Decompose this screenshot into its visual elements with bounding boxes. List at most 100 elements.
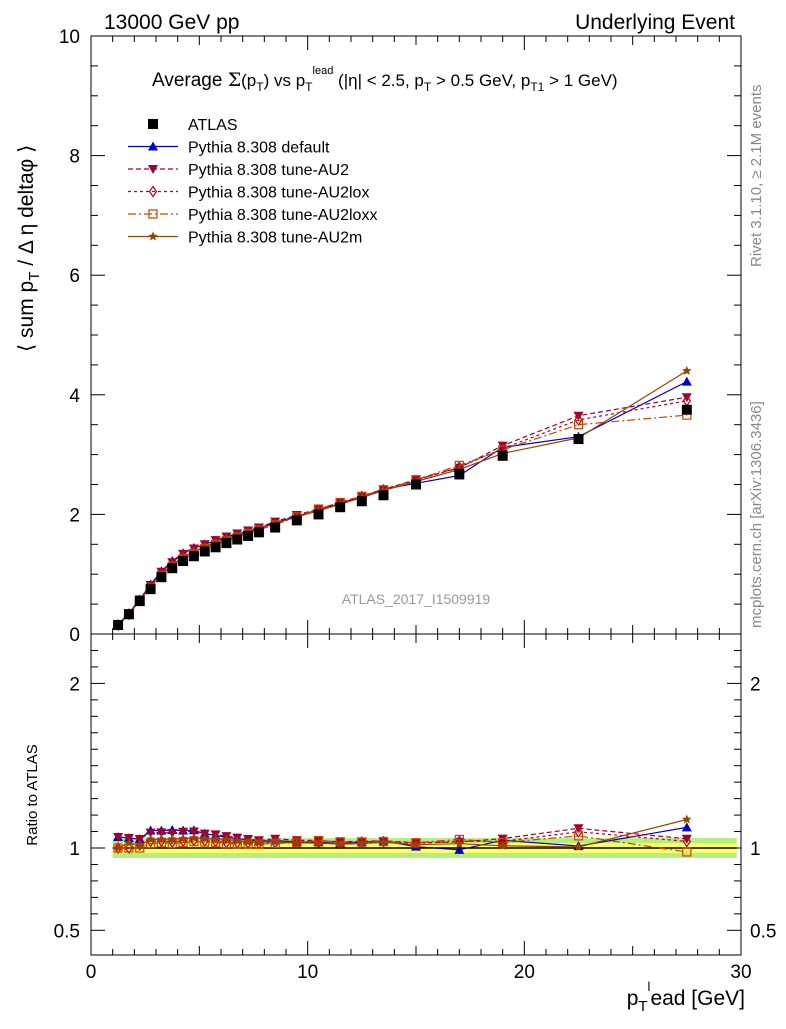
ratio-point <box>145 828 156 838</box>
data-point <box>134 596 145 607</box>
ratio-frame <box>90 633 742 956</box>
series-line <box>117 381 688 625</box>
ratio-point <box>243 836 253 847</box>
main-y-tick-label: 6 <box>69 266 80 287</box>
data-point <box>574 413 583 426</box>
series-line <box>117 370 688 626</box>
x-tick-label: 20 <box>514 962 535 983</box>
ratio-point <box>145 834 156 844</box>
legend: ATLAS Pythia 8.308 default Pythia 8.308 tu… <box>128 117 377 247</box>
data-point <box>573 420 584 430</box>
watermark: ATLAS_2017_I1509919 <box>342 591 491 607</box>
data-point <box>253 527 264 538</box>
main-y-tick-label: 2 <box>69 505 80 526</box>
ratio-point <box>574 825 583 838</box>
main-title: Average Σ(pT) vs pTlead (|η| < 2.5, pT >… <box>152 65 618 94</box>
series-0 <box>113 404 692 631</box>
ratio-point <box>411 839 421 849</box>
ratio-point <box>573 831 584 841</box>
legend-marker <box>148 185 158 198</box>
ratio-point <box>681 822 692 832</box>
ratio-point <box>681 834 692 844</box>
x-axis-label: pTlead [GeV] <box>627 979 745 1015</box>
ratio-point <box>682 847 692 857</box>
ratio-point <box>497 834 508 844</box>
ratio-point <box>188 827 199 837</box>
ratio-point <box>254 837 264 847</box>
ratio-point <box>156 828 167 838</box>
rivet-label: Rivet 3.1.10, ≥ 2.1M events <box>748 85 765 268</box>
data-point <box>454 468 465 479</box>
ratio-point <box>199 833 210 843</box>
svg-text:Average Σ(pT) vs pTlead (|η| <: Average Σ(pT) vs pTlead (|η| < 2.5, pT >… <box>152 65 618 94</box>
data-point <box>335 502 346 513</box>
data-point <box>681 393 692 403</box>
header-left: 13000 GeV pp <box>104 11 239 34</box>
data-point <box>682 365 692 375</box>
data-point <box>178 556 189 567</box>
ratio-point <box>357 836 367 849</box>
main-y-tick-label: 10 <box>59 27 80 48</box>
ratio-point <box>178 827 189 837</box>
ratio-point <box>270 836 280 846</box>
ratio-y-tick-label-right: 0.5 <box>750 921 776 942</box>
ratio-point <box>573 824 584 834</box>
ratio-point <box>573 841 584 852</box>
ratio-point <box>167 834 178 844</box>
data-point <box>291 515 302 526</box>
data-point <box>145 584 156 595</box>
ratio-point <box>156 834 167 844</box>
main-y-tick-label: 4 <box>69 386 80 407</box>
ratio-point <box>113 843 123 853</box>
ratio-point <box>378 837 389 847</box>
ratio-point <box>124 838 134 848</box>
main-y-tick-label: 0 <box>69 625 80 646</box>
svg-text:pTlead [GeV]: pTlead [GeV] <box>627 979 745 1015</box>
legend-label: Pythia 8.308 tune-AU2m <box>188 230 362 247</box>
ratio-point <box>379 835 388 848</box>
ratio-point <box>221 834 232 844</box>
legend-marker <box>148 231 158 241</box>
ratio-point <box>335 839 345 849</box>
data-point <box>232 534 243 545</box>
ratio-point <box>357 838 367 848</box>
x-tick-label: 10 <box>297 962 318 983</box>
data-point <box>156 572 167 583</box>
data-point <box>123 609 134 620</box>
ratio-point <box>210 833 221 843</box>
ratio-y-tick-label-right: 2 <box>750 674 761 695</box>
data-point <box>573 411 584 421</box>
ratio-point <box>497 840 508 850</box>
ratio-point <box>411 837 421 850</box>
ratio-point <box>113 833 124 843</box>
data-point <box>313 509 324 520</box>
legend-label: Pythia 8.308 tune-AU2loxx <box>188 207 377 224</box>
ratio-y-tick-label: 1 <box>69 839 80 860</box>
ratio-y-tick-label: 2 <box>69 674 80 695</box>
series-1 <box>113 376 692 854</box>
data-point <box>113 620 124 631</box>
data-point <box>210 542 221 553</box>
ratio-y-tick-label-right: 1 <box>750 839 761 860</box>
header-right: Underlying Event <box>575 11 735 34</box>
ratio-point <box>167 829 178 839</box>
legend-marker <box>148 141 158 151</box>
data-point <box>221 538 232 549</box>
x-tick-label: 0 <box>86 962 97 983</box>
ratio-point <box>178 833 188 843</box>
legend-marker <box>148 165 158 174</box>
legend-label: ATLAS <box>188 117 238 134</box>
ratio-point <box>454 844 465 854</box>
legend-marker <box>148 209 158 219</box>
ratio-point <box>313 838 324 848</box>
ratio-y-tick-label: 0.5 <box>54 921 80 942</box>
series-3 <box>113 394 692 855</box>
data-point <box>681 376 692 386</box>
data-point <box>199 546 210 557</box>
series-5 <box>113 365 692 853</box>
svg-text:⟨ sum pT / Δ η deltaφ ⟩: ⟨ sum pT / Δ η deltaφ ⟩ <box>15 145 43 352</box>
data-point <box>378 490 389 501</box>
ratio-point <box>682 835 692 848</box>
legend-label: Pythia 8.308 tune-AU2 <box>188 162 349 179</box>
